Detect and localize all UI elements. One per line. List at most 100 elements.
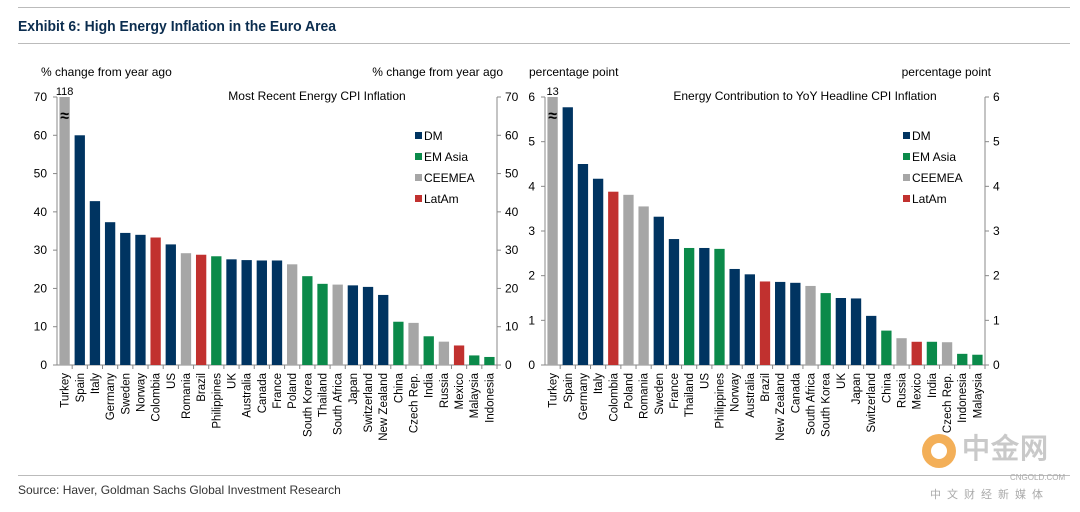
bar-spain (74, 135, 85, 365)
bar-russia (438, 341, 450, 365)
bar-norway (135, 234, 146, 365)
bar-turkey (59, 97, 70, 365)
break-value-label: 118 (56, 86, 74, 98)
x-tick-label: Colombia (608, 372, 620, 421)
watermark-tagline: 中文财经新媒体 (930, 489, 1049, 501)
x-tick-label: Thailand (318, 373, 330, 417)
x-tick-label: France (272, 373, 284, 409)
bar-new-zealand (378, 294, 389, 365)
x-tick-label: Canada (790, 372, 802, 413)
y-tick-label-left: 6 (528, 90, 535, 104)
bar-russia (896, 338, 907, 365)
bar-australia (241, 260, 252, 365)
y-tick-label-left: 30 (34, 243, 48, 257)
x-tick-label: South Korea (302, 372, 314, 437)
y-tick-label-right: 3 (993, 224, 1000, 238)
bar-uk (835, 298, 847, 365)
bar-us (165, 244, 176, 365)
bar-japan (850, 298, 862, 365)
chart-title: Most Recent Energy CPI Inflation (228, 89, 405, 103)
y-tick-label-right: 4 (993, 179, 1000, 193)
x-tick-label: Turkey (60, 373, 72, 408)
bar-india (926, 341, 938, 365)
x-tick-label: Malaysia (469, 372, 481, 418)
y-tick-label-left: 70 (34, 90, 48, 104)
bar-romania (638, 206, 649, 365)
x-tick-label: Romania (639, 372, 651, 419)
x-tick-label: Poland (287, 373, 299, 409)
x-tick-label: Italy (90, 373, 102, 394)
bar-thailand (317, 283, 328, 365)
x-tick-label: China (393, 372, 405, 403)
y-tick-label-right: 10 (505, 320, 519, 334)
legend-swatch (415, 195, 422, 202)
y-axis-label-left: percentage point (529, 65, 619, 79)
y-tick-label-left: 60 (34, 128, 48, 142)
y-tick-label-left: 40 (34, 205, 48, 219)
y-tick-label-left: 10 (34, 320, 48, 334)
y-tick-label-right: 70 (505, 90, 519, 104)
bar-south-africa (805, 285, 816, 365)
legend-swatch (415, 153, 422, 160)
bar-germany (104, 222, 116, 365)
x-tick-label: Russia (439, 372, 451, 408)
bar-china (881, 330, 892, 365)
bar-mexico (911, 341, 922, 365)
bar-malaysia (972, 354, 983, 365)
bar-india (423, 336, 434, 365)
bar-us (699, 247, 710, 365)
x-tick-label: New Zealand (775, 373, 787, 441)
top-rule (18, 7, 1070, 8)
legend-swatch (415, 174, 422, 181)
x-tick-label: Indonesia (484, 372, 496, 422)
bar-poland (287, 264, 298, 365)
x-tick-label: India (927, 372, 939, 398)
bar-china (393, 321, 404, 365)
y-tick-label-right: 5 (993, 135, 1000, 149)
bar-south-africa (332, 284, 343, 365)
x-tick-label: South Africa (806, 372, 818, 435)
y-tick-label-right: 40 (505, 205, 519, 219)
y-tick-label-left: 0 (528, 358, 535, 372)
x-tick-label: Thailand (684, 373, 696, 417)
bar-mexico (453, 345, 465, 365)
bar-colombia (608, 191, 619, 365)
legend-label: DM (912, 129, 931, 143)
y-tick-label-left: 5 (528, 135, 535, 149)
bar-france (271, 260, 283, 365)
bar-sweden (120, 232, 131, 365)
bar-poland (623, 194, 634, 365)
y-axis-label-left: % change from year ago (41, 65, 172, 79)
x-tick-label: Turkey (548, 373, 560, 408)
x-tick-label: South Korea (821, 372, 833, 437)
bar-romania (180, 253, 192, 365)
bar-brazil (195, 254, 207, 365)
bar-spain (562, 107, 573, 366)
legend-label: CEEMEA (424, 171, 475, 185)
x-tick-label: Romania (181, 372, 193, 419)
x-tick-label: Sweden (654, 373, 666, 415)
y-tick-label-left: 50 (34, 167, 48, 181)
bar-australia (744, 274, 755, 365)
x-tick-label: New Zealand (378, 373, 390, 441)
x-tick-label: UK (836, 373, 848, 389)
legend-swatch (903, 132, 910, 139)
y-axis-label-right: % change from year ago (372, 65, 503, 79)
bar-indonesia (484, 356, 495, 365)
y-axis-label-right: percentage point (902, 65, 992, 79)
y-tick-label-left: 4 (528, 179, 535, 193)
bar-south-korea (820, 293, 831, 365)
legend-label: LatAm (912, 192, 947, 206)
x-tick-label: Germany (578, 373, 590, 421)
legend-label: EM Asia (912, 150, 956, 164)
x-tick-label: Russia (897, 372, 909, 408)
y-tick-label-right: 30 (505, 243, 519, 257)
bar-philippines (211, 256, 222, 365)
legend-swatch (903, 195, 910, 202)
x-tick-label: UK (226, 373, 238, 389)
bar-switzerland (866, 315, 877, 365)
bar-czech-rep- (941, 342, 953, 365)
x-tick-label: Spain (75, 373, 87, 402)
x-tick-label: Switzerland (866, 373, 878, 432)
legend-label: CEEMEA (912, 171, 963, 185)
